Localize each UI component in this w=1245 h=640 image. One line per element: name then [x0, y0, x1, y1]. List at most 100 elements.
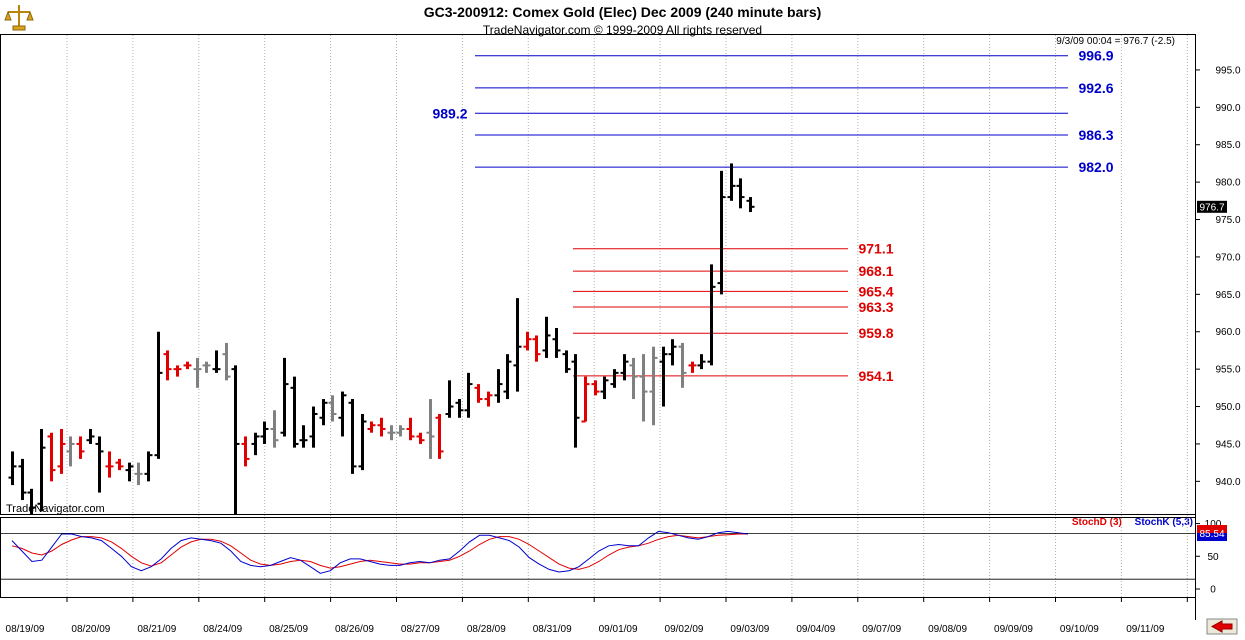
price-bar	[474, 384, 483, 403]
price-tick-label: 990.0	[1215, 103, 1240, 114]
date-tick-label: 09/07/09	[862, 624, 901, 635]
price-bar	[18, 458, 27, 501]
date-tick-label: 08/20/09	[71, 624, 110, 635]
price-bar	[193, 357, 202, 388]
price-bar	[115, 458, 124, 471]
price-bar	[562, 350, 571, 373]
price-bar	[629, 357, 638, 400]
price-bar	[144, 451, 153, 482]
price-bar	[746, 197, 755, 213]
price-tick-label: 940.0	[1215, 477, 1240, 488]
price-tick-label: 955.0	[1215, 365, 1240, 376]
price-bar	[542, 316, 551, 358]
price-bar	[222, 342, 231, 381]
price-tick-label: 970.0	[1215, 252, 1240, 263]
price-bar	[202, 361, 211, 373]
price-tick-label: 985.0	[1215, 140, 1240, 151]
support-label: 959.8	[858, 325, 893, 341]
price-bar	[328, 395, 337, 422]
price-bar	[610, 369, 619, 388]
price-bar	[173, 365, 182, 377]
price-bar	[649, 346, 658, 426]
price-bar	[183, 361, 192, 370]
date-tick-label: 09/11/09	[1126, 624, 1165, 635]
last-quote-readout: 9/3/09 00:04 = 976.7 (-2.5)	[1056, 36, 1175, 47]
price-bar	[260, 421, 269, 444]
support-label: 971.1	[858, 241, 893, 257]
stoch-k-line	[11, 530, 749, 574]
support-label: 965.4	[858, 283, 893, 299]
price-tick-label: 975.0	[1215, 215, 1240, 226]
date-tick-label: 08/24/09	[203, 624, 242, 635]
date-tick-label: 09/10/09	[1060, 624, 1099, 635]
date-tick-label: 08/28/09	[467, 624, 506, 635]
chart-title: GC3-200912: Comex Gold (Elec) Dec 2009 (…	[423, 4, 822, 20]
date-tick-label: 08/27/09	[401, 624, 440, 635]
stoch-last-box-d	[1197, 525, 1227, 534]
price-bar	[581, 376, 590, 423]
price-bar	[8, 451, 17, 486]
price-bar	[231, 365, 240, 515]
stoch-tick-label: 50	[1207, 552, 1219, 563]
price-bar	[290, 376, 299, 448]
last-price-label: 976.7	[1199, 202, 1224, 213]
price-bar	[270, 410, 279, 448]
price-bar	[717, 170, 726, 295]
date-tick-label: 09/09/09	[994, 624, 1033, 635]
chart-frame	[0, 34, 1196, 620]
resistance-label: 986.3	[1078, 127, 1113, 143]
resistance-label: 989.2	[432, 105, 467, 121]
scroll-right-arrow-icon[interactable]	[1206, 618, 1238, 635]
price-bar	[532, 335, 541, 362]
date-tick-label: 09/04/09	[796, 624, 835, 635]
price-bar	[591, 380, 600, 396]
stoch-d-legend: StochD (3)	[1071, 517, 1122, 528]
price-bar	[319, 399, 328, 426]
date-tick-label: 08/26/09	[335, 624, 374, 635]
price-bar	[455, 399, 464, 418]
price-bar	[659, 346, 668, 407]
price-bar	[37, 428, 46, 512]
price-bar	[367, 421, 376, 433]
date-tick-label: 09/02/09	[665, 624, 704, 635]
price-bar	[387, 425, 396, 441]
fibonacci-levels: 996.9 992.6 989.2 986.3 982.0 971.1 968.1 965.4…	[432, 48, 1113, 384]
price-bar	[426, 399, 435, 459]
price-bar	[338, 391, 347, 437]
price-bar	[348, 399, 357, 474]
price-bar	[309, 406, 318, 448]
price-tick-label: 980.0	[1215, 178, 1240, 189]
date-tick-label: 08/25/09	[269, 624, 308, 635]
price-bar	[134, 462, 143, 486]
price-panel-border	[0, 34, 1196, 515]
stoch-tick-label: 0	[1210, 585, 1216, 596]
price-tick-label: 965.0	[1215, 290, 1240, 301]
price-bar	[154, 331, 163, 459]
price-bar	[494, 369, 503, 403]
price-bar	[620, 354, 629, 381]
price-bar	[678, 342, 687, 388]
stoch-d-line	[11, 533, 748, 570]
price-bar	[163, 350, 172, 381]
price-bar	[464, 372, 473, 418]
date-axis: 08/19/09 08/20/09 08/21/09 08/24/09 08/25/09…	[6, 597, 1188, 635]
price-bar	[727, 163, 736, 201]
price-bar	[57, 428, 66, 474]
resistance-label: 996.9	[1078, 48, 1113, 64]
stoch-tick-label: 100	[1205, 519, 1222, 530]
stochastic-legend: StochD (3) StochK (5,3)	[1062, 517, 1193, 528]
price-bars	[8, 163, 755, 515]
support-label: 968.1	[858, 263, 893, 279]
price-bar	[86, 428, 95, 444]
price-bar	[600, 376, 609, 400]
price-bar	[76, 436, 85, 459]
price-bar	[280, 357, 289, 437]
resistance-label: 992.6	[1078, 80, 1113, 96]
price-bar	[47, 432, 56, 482]
stochastic-panel: 100 50 0 85.54	[0, 519, 1227, 596]
price-bar	[639, 354, 648, 422]
price-bar	[484, 391, 493, 407]
date-tick-label: 08/31/09	[533, 624, 572, 635]
price-bar	[377, 417, 386, 437]
